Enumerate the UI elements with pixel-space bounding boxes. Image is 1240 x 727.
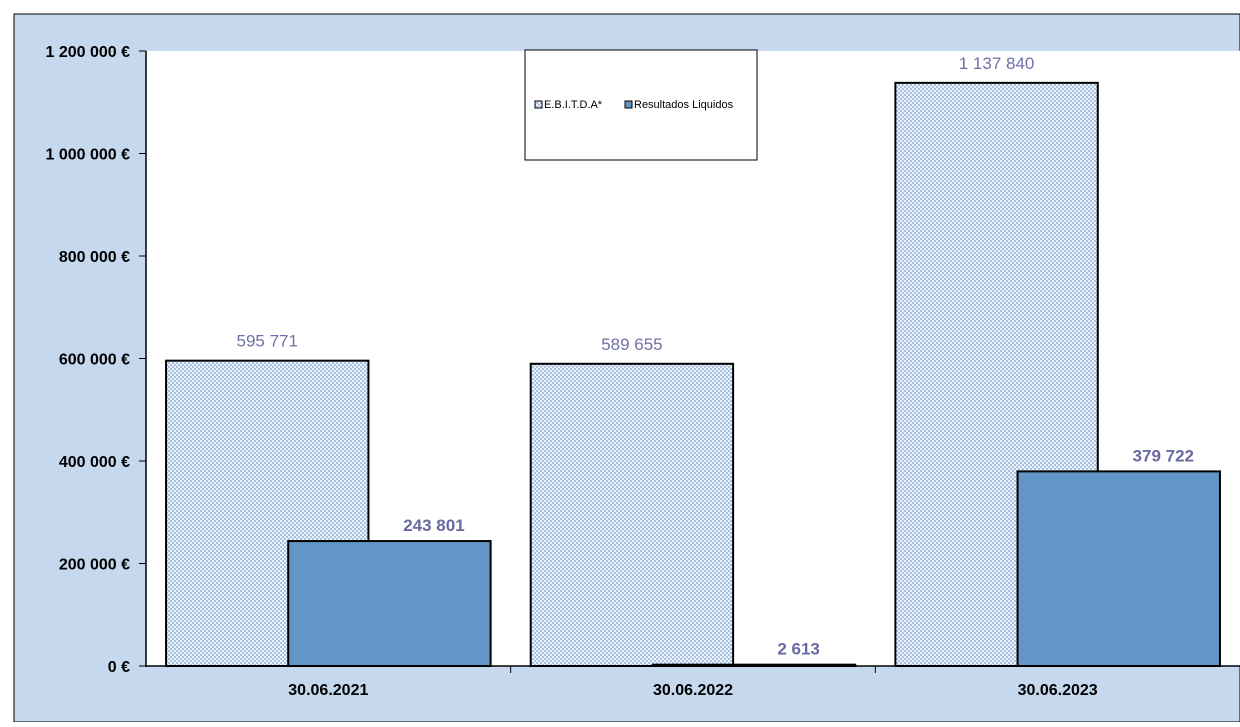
legend-label-ebitda: E.B.I.T.D.A* — [544, 99, 603, 111]
legend-box — [524, 49, 758, 161]
data-label-resultados: 379 722 — [1133, 446, 1194, 465]
y-tick-label: 400 000 € — [59, 454, 130, 471]
legend-swatch-ebitda — [534, 100, 543, 109]
data-label-resultados: 2 613 — [777, 640, 820, 659]
legend-label-resultados: Resultados Liquidos — [634, 99, 734, 111]
data-label-ebitda: 1 137 840 — [959, 54, 1035, 73]
axes: 30.06.2021 30.06.2022 30.06.2023 0 € 200 000… — [45, 44, 1240, 699]
data-labels: 595 771 243 801 589 655 2 613 1 137 840 379 7… — [237, 54, 1194, 659]
y-tick-label: 1 000 000 € — [45, 147, 130, 164]
x-tick-label: 30.06.2022 — [653, 682, 733, 699]
y-tick-label: 1 200 000 € — [45, 44, 130, 61]
y-tick-label: 0 € — [108, 659, 130, 676]
data-label-resultados: 243 801 — [403, 516, 464, 535]
data-label-ebitda: 595 771 — [237, 332, 298, 351]
bar-resultados — [287, 540, 492, 668]
legend: E.B.I.T.D.A* Resultados Liquidos — [524, 49, 758, 161]
y-tick-label: 800 000 € — [59, 249, 130, 266]
data-label-ebitda: 589 655 — [601, 335, 662, 354]
y-tick-label: 200 000 € — [59, 557, 130, 574]
x-tick-label: 30.06.2021 — [288, 682, 368, 699]
bar-ebitda — [529, 362, 735, 667]
bar-resultados — [1016, 470, 1221, 668]
x-tick-label: 30.06.2023 — [1018, 682, 1098, 699]
y-tick-label: 600 000 € — [59, 352, 130, 369]
legend-swatch-resultados — [624, 100, 633, 109]
